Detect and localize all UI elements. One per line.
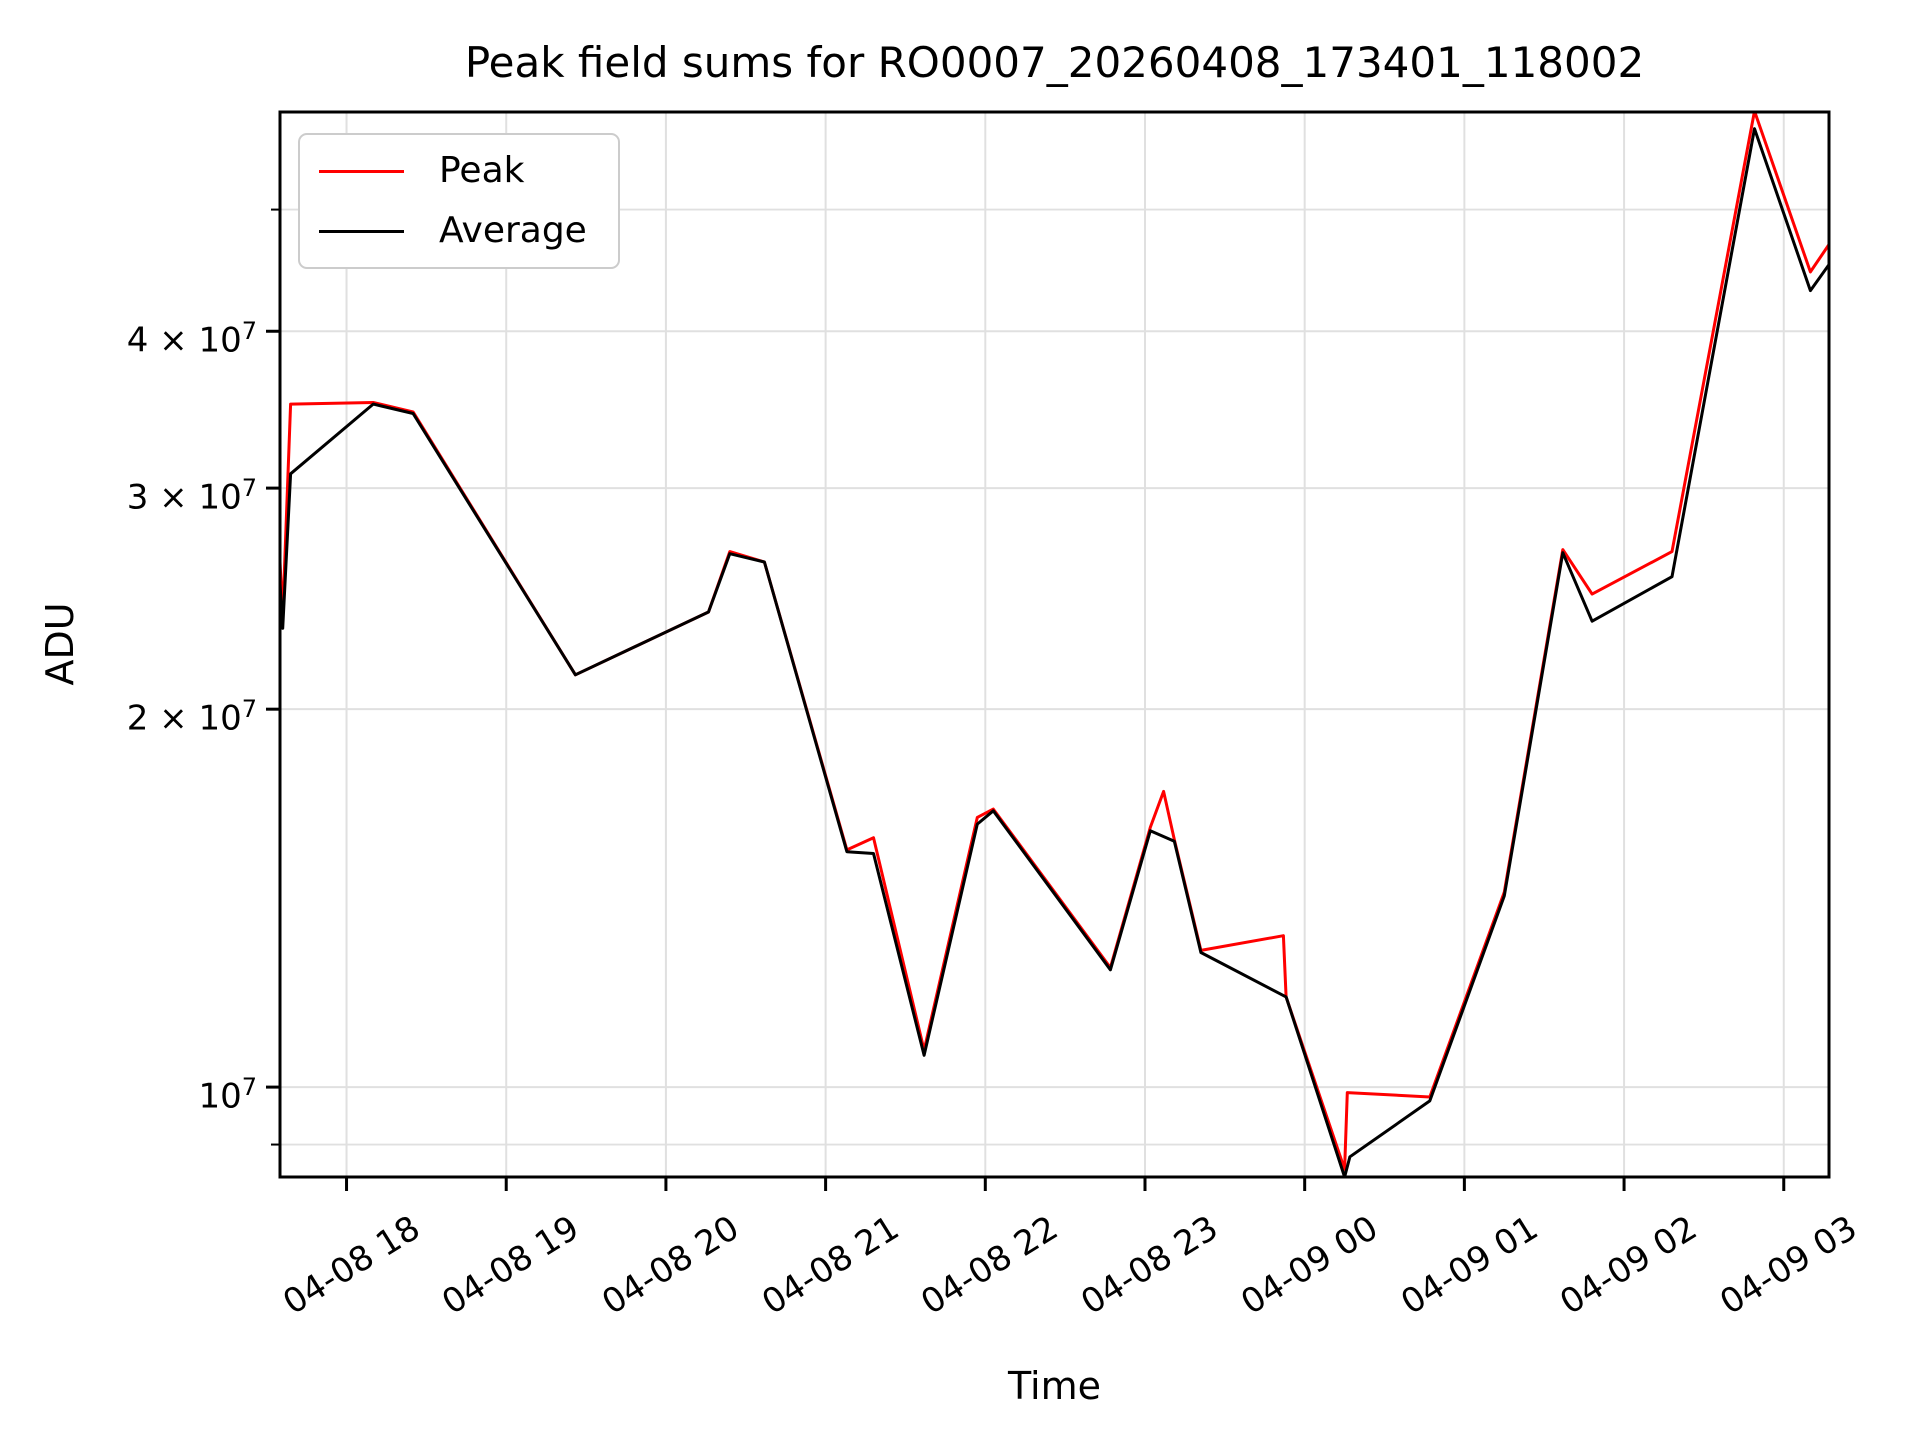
tick-marks bbox=[266, 208, 1786, 1191]
y-tick-label: 107 bbox=[198, 1073, 257, 1117]
y-tick-label: 4 × 107 bbox=[126, 317, 257, 361]
y-axis-label: ADU bbox=[38, 602, 82, 686]
legend-entry-average: Average bbox=[319, 209, 618, 253]
y-tick-label: 2 × 107 bbox=[126, 695, 257, 739]
legend-label: Average bbox=[439, 210, 587, 251]
legend-label: Peak bbox=[439, 150, 525, 191]
peak-line bbox=[280, 112, 1829, 1171]
gridlines bbox=[280, 112, 1829, 1177]
chart-title: Peak field sums for RO0007_20260408_1734… bbox=[464, 38, 1645, 87]
legend-entry-peak: Peak bbox=[319, 149, 618, 193]
y-tick-label: 3 × 107 bbox=[126, 474, 257, 518]
average-line bbox=[280, 127, 1829, 1177]
x-axis-label: Time bbox=[1008, 1364, 1101, 1408]
legend-swatch bbox=[319, 229, 404, 233]
legend-swatch bbox=[319, 169, 404, 173]
legend: Peak Average bbox=[298, 133, 620, 269]
axes-spines bbox=[278, 110, 1831, 1179]
